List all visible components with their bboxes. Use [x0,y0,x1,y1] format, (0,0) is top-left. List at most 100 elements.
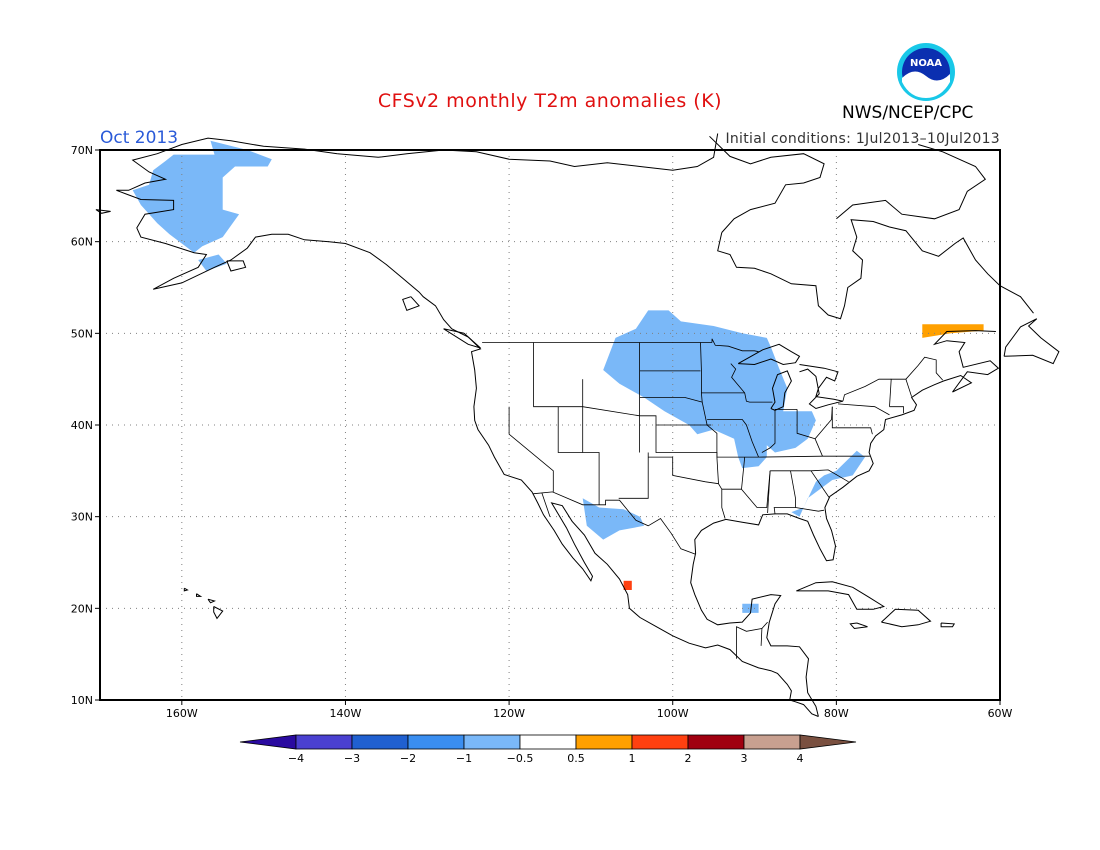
border-line [795,507,825,512]
border-line [814,438,823,457]
border-line [773,470,796,514]
lon-tick-label: 120W [493,707,525,720]
lat-tick-label: 70N [71,144,93,157]
agency-label: NWS/NCEP/CPC [842,103,974,123]
border-line [741,457,771,508]
anomaly-regions [132,140,984,613]
colorbar-cell [351,734,409,750]
border-line [837,403,890,416]
border-line [889,406,904,414]
colorbar-cell [631,734,689,750]
border-line [889,378,912,407]
coastline [196,593,203,597]
coastline [690,330,1000,717]
border-line [767,470,771,514]
coastline [770,370,792,411]
noaa-logo-text: NOAA [910,58,942,69]
colorbar-label: −0.5 [507,752,534,765]
coastline [207,598,216,604]
lon-tick-label: 60W [988,707,1013,720]
coastline [796,581,886,610]
coastline [799,364,844,410]
border-line [707,419,759,458]
border-line [761,621,768,629]
coastline [337,133,719,171]
coastline [443,328,481,349]
anomaly-region-aleutian-cold [198,254,227,271]
coastlines [95,133,1060,717]
lon-tick-label: 140W [330,707,362,720]
forecast-period: Oct 2013 [100,128,179,148]
border-line [761,409,776,453]
axis-ticks: 70N 60N 50N 40N 30N 20N 10N 160W 140W 120W 100W 80W… [71,144,1013,720]
border-line [533,342,759,458]
lat-tick-label: 20N [71,602,93,615]
lon-tick-label: 100W [657,707,689,720]
colorbar-label: −2 [400,752,416,765]
coastline [849,622,868,630]
border-line [736,626,763,659]
anomaly-region-mexico-warm [623,580,632,590]
coastline [737,343,801,366]
anomaly-region-alaska-cold [132,140,272,253]
coastline [116,137,819,717]
colorbar-label: −1 [456,752,472,765]
coastline [717,219,1034,320]
border-line [700,342,726,519]
border-line [557,406,600,505]
coastline [213,606,224,620]
border-line [618,452,649,499]
colorbar-label: 0.5 [567,752,585,765]
chart-title: CFSv2 monthly T2m anomalies (K) [377,90,723,112]
border-line [810,470,830,498]
coastline [226,260,247,272]
lat-tick-label: 60N [71,236,93,249]
anomaly-region-yucatan-cold [742,603,759,613]
lon-tick-label: 80W [824,707,849,720]
colorbar-arrow-right [799,734,857,750]
coastline [95,209,111,214]
colorbar-cell [295,734,353,750]
colorbar-cell [463,734,521,750]
border-line [541,492,551,517]
lat-tick-label: 50N [71,327,93,340]
anomaly-region-central-us-cold [603,310,816,469]
lat-tick-label: 30N [71,511,93,524]
noaa-logo: NOAA [897,43,955,101]
colorbar-arrow-left [239,734,297,750]
anomaly-region-southeast-cold [791,450,865,517]
lon-tick-label: 160W [166,707,198,720]
colorbar-label: 4 [797,752,804,765]
border-line [672,457,719,485]
border-line [730,363,773,403]
coastline [940,622,956,628]
border-line [905,356,943,381]
colorbar-label: 1 [629,752,636,765]
colorbar-cell [575,734,633,750]
coastline [1003,318,1060,365]
border-line [831,406,873,435]
border-line [842,378,892,402]
initial-conditions: Initial conditions: 1Jul2013–10Jul2013 [725,131,1000,147]
lat-tick-label: 10N [71,694,93,707]
coastline [836,144,987,220]
colorbar-label: 3 [741,752,748,765]
colorbar-label: 2 [685,752,692,765]
colorbar: −4 −3 −2 −1 −0.5 0.5 1 2 3 4 [239,734,857,765]
colorbar-label: −3 [344,752,360,765]
coastline [709,135,825,233]
coastline [881,608,932,628]
border-line [711,338,759,353]
colorbar-cell [743,734,801,750]
colorbar-cell [519,734,577,750]
colorbar-cell [687,734,745,750]
border-line [639,397,703,403]
lat-tick-label: 40N [71,419,93,432]
coastline [402,296,420,312]
border-line [532,491,696,555]
coastline [183,587,189,592]
border-line [508,406,554,492]
colorbar-label: −4 [288,752,304,765]
graticule [100,150,1000,700]
